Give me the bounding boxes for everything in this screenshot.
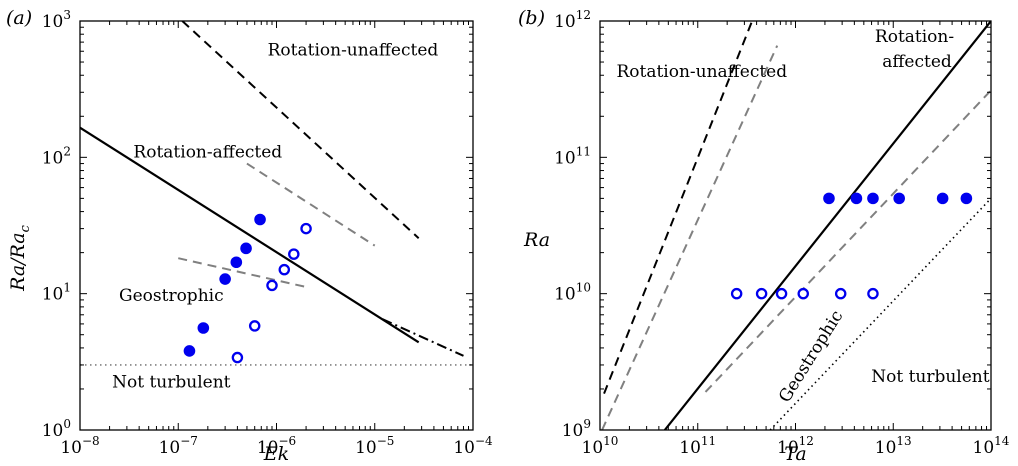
- data-point-open: [231, 351, 244, 364]
- data-point-filled: [823, 192, 835, 205]
- y-tick-label: 102: [42, 144, 71, 168]
- data-point-open: [834, 287, 847, 300]
- line-dashed-3: [246, 162, 376, 247]
- data-markers: [183, 213, 312, 364]
- y-tick-label: 1010: [554, 281, 591, 305]
- panel-a: 10−8 10−7 10−6 10−5 10−4 100 101 102 103 Ek Ra/Rac…: [6, 7, 493, 465]
- region-label: affected: [882, 52, 952, 72]
- line-dashed-4: [178, 257, 307, 288]
- line-dashed-0: [603, 21, 754, 394]
- region-label: Not turbulent: [871, 367, 990, 387]
- region-label: Rotation-unaffected: [616, 62, 787, 82]
- y-tick-label: 1011: [554, 144, 591, 168]
- data-point-filled: [936, 192, 949, 205]
- x-tick-label: 10−6: [257, 434, 296, 458]
- data-point-open: [300, 222, 312, 235]
- data-point-filled: [254, 213, 266, 226]
- y-axis-label: Ra: [523, 229, 550, 251]
- data-markers: [730, 192, 973, 300]
- line-dashed-2: [181, 21, 420, 239]
- reference-lines: [80, 21, 473, 366]
- x-tick-label: 1011: [679, 434, 716, 458]
- line-dashdot-1: [382, 318, 464, 357]
- x-axis-label: Ta: [784, 443, 807, 465]
- y-tick-label: 109: [562, 417, 591, 441]
- panel-label: (a): [6, 7, 32, 29]
- x-tick-label: 10−8: [60, 434, 99, 458]
- x-tick-label: 1014: [973, 434, 1010, 458]
- x-tick-label: 1013: [875, 434, 912, 458]
- data-point-open: [278, 263, 291, 276]
- x-tick-label: 10−4: [453, 434, 493, 458]
- data-point-filled: [219, 273, 231, 285]
- line-dashed-3: [704, 89, 991, 393]
- data-point-open: [797, 287, 809, 300]
- data-point-open: [248, 320, 261, 332]
- data-point-open: [775, 287, 788, 300]
- line-dashed-1: [601, 45, 779, 430]
- data-point-open: [288, 248, 300, 260]
- data-point-filled: [183, 345, 196, 357]
- data-point-filled: [197, 322, 210, 334]
- x-tick-label: 10−7: [159, 434, 198, 458]
- data-point-filled: [867, 192, 879, 205]
- y-tick-label: 100: [42, 417, 71, 441]
- line-solid-2: [663, 21, 991, 430]
- region-label: Not turbulent: [112, 372, 231, 392]
- data-point-open: [755, 287, 768, 300]
- line-dotted-4: [769, 197, 991, 430]
- data-point-filled: [230, 256, 243, 269]
- x-axis-label: Ek: [263, 443, 289, 465]
- region-label: Rotation-unaffected: [268, 40, 439, 60]
- x-tick-label: 1012: [777, 434, 814, 458]
- line-solid-0: [80, 126, 420, 344]
- region-label: Rotation-affected: [133, 142, 282, 162]
- reference-lines: [601, 21, 991, 430]
- region-label: Geostrophic: [775, 307, 847, 406]
- ticks: [79, 20, 474, 431]
- panel-b: 1010 1011 1012 1013 1014109101010111012TaRa(…: [518, 7, 1010, 465]
- panel-label: (b): [518, 7, 545, 29]
- x-tick-label: 10−5: [355, 434, 394, 458]
- y-tick-label: 1012: [554, 8, 591, 32]
- y-tick-label: 103: [42, 8, 71, 32]
- plot-frame: [79, 20, 474, 431]
- region-label: Rotation-: [875, 27, 954, 47]
- data-point-open: [266, 279, 278, 292]
- data-point-open: [730, 287, 743, 300]
- data-point-filled: [850, 192, 863, 205]
- data-point-filled: [960, 192, 973, 205]
- x-tick-label: 1010: [582, 434, 619, 458]
- data-point-filled: [893, 192, 905, 205]
- y-tick-label: 101: [42, 281, 71, 305]
- region-label: Geostrophic: [119, 286, 224, 306]
- data-point-open: [867, 287, 879, 300]
- ticks: [599, 20, 992, 431]
- y-axis-label: Ra/Rac: [7, 224, 33, 292]
- data-point-filled: [240, 242, 252, 255]
